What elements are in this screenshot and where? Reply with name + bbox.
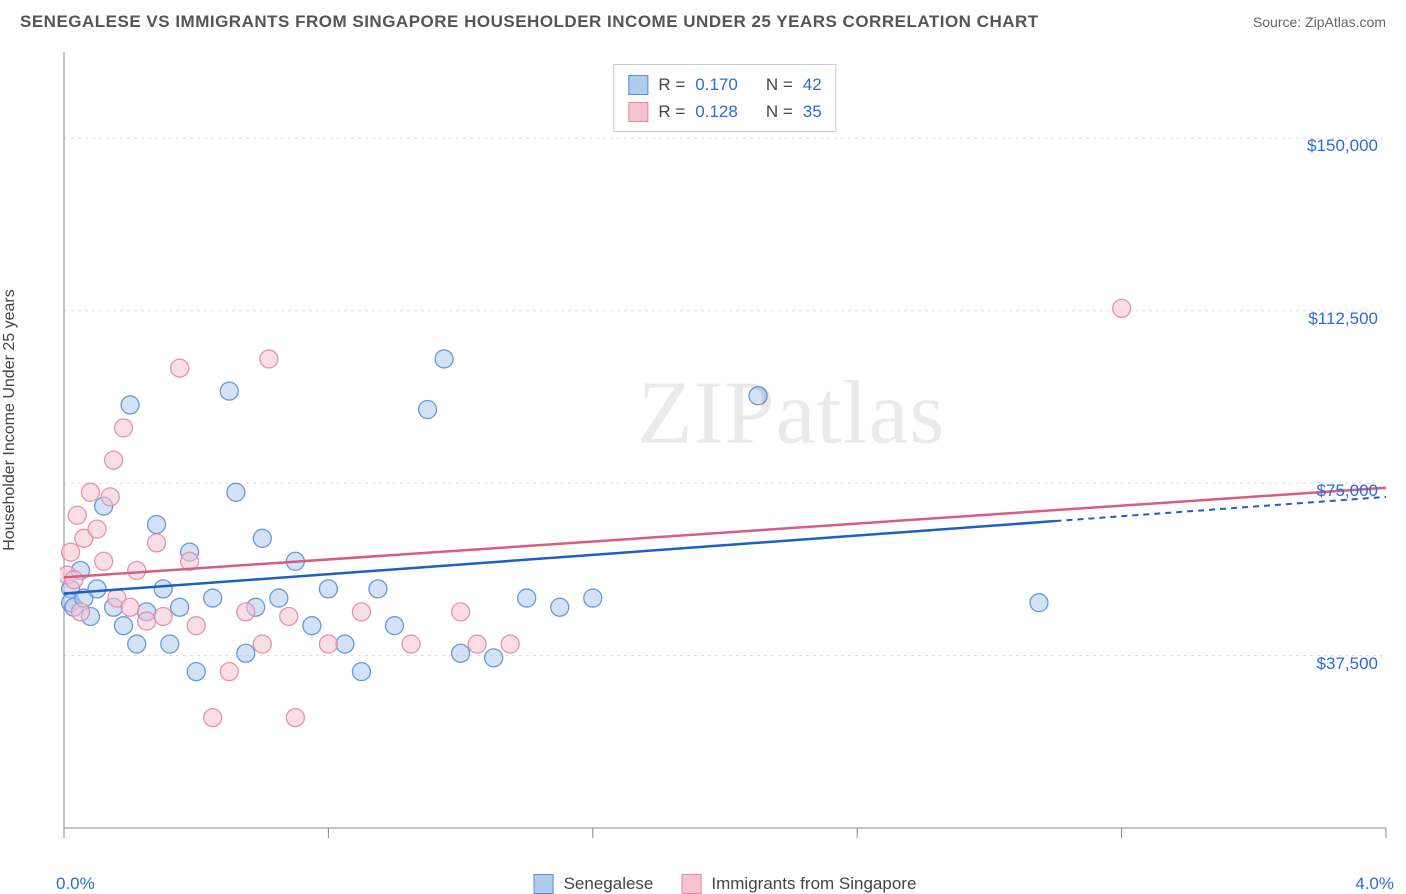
chart-title: SENEGALESE VS IMMIGRANTS FROM SINGAPORE …: [20, 12, 1039, 32]
y-tick-label: $112,500: [1308, 309, 1378, 329]
legend-item: Immigrants from Singapore: [681, 874, 916, 894]
n-label: N =: [766, 71, 793, 98]
swatch-icon: [628, 75, 648, 95]
n-value: 35: [803, 98, 822, 125]
legend-row: R = 0.170 N = 42: [628, 71, 821, 98]
y-tick-label: $150,000: [1307, 136, 1378, 156]
n-value: 42: [803, 71, 822, 98]
swatch-icon: [628, 102, 648, 122]
r-label: R =: [658, 98, 685, 125]
source-label: Source: ZipAtlas.com: [1253, 14, 1386, 30]
header: SENEGALESE VS IMMIGRANTS FROM SINGAPORE …: [0, 0, 1406, 40]
x-max-label: 4.0%: [1355, 874, 1394, 894]
y-axis-label: Householder Income Under 25 years: [1, 289, 19, 550]
chart-area: ZIPatlas R = 0.170 N = 42 R = 0.128 N = …: [60, 48, 1390, 858]
n-label: N =: [766, 98, 793, 125]
swatch-icon: [534, 874, 554, 894]
x-min-label: 0.0%: [56, 874, 95, 894]
r-value: 0.128: [695, 98, 738, 125]
scatter-plot: [60, 48, 1390, 858]
series-legend: Senegalese Immigrants from Singapore: [534, 874, 917, 894]
r-label: R =: [658, 71, 685, 98]
r-value: 0.170: [695, 71, 738, 98]
y-tick-label: $37,500: [1317, 654, 1378, 674]
legend-label: Immigrants from Singapore: [711, 874, 916, 894]
y-tick-label: $75,000: [1317, 481, 1378, 501]
correlation-legend: R = 0.170 N = 42 R = 0.128 N = 35: [613, 64, 836, 132]
legend-item: Senegalese: [534, 874, 654, 894]
legend-label: Senegalese: [564, 874, 654, 894]
swatch-icon: [681, 874, 701, 894]
legend-row: R = 0.128 N = 35: [628, 98, 821, 125]
